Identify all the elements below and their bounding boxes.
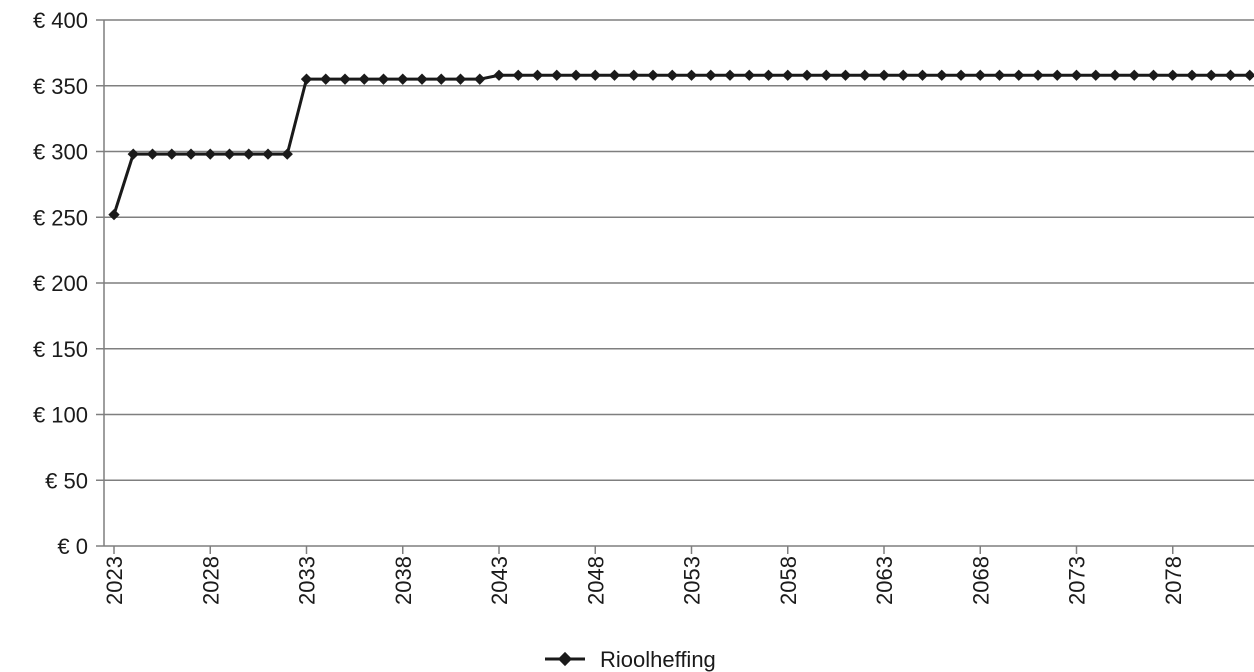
x-tick-label: 2078 xyxy=(1161,556,1186,605)
data-point xyxy=(647,69,659,81)
data-point xyxy=(320,73,332,85)
data-point xyxy=(397,73,409,85)
data-point xyxy=(993,69,1006,81)
data-point xyxy=(531,69,544,81)
data-point xyxy=(878,69,890,81)
data-point xyxy=(570,69,582,81)
data-point xyxy=(474,73,486,85)
data-point xyxy=(839,69,852,81)
data-point xyxy=(108,208,120,221)
data-point xyxy=(859,69,871,81)
data-point xyxy=(416,73,428,85)
y-tick-label: € 150 xyxy=(33,337,88,362)
x-tick-label: 2028 xyxy=(198,556,223,605)
data-point xyxy=(1147,69,1160,81)
legend-label: Rioolheffing xyxy=(600,647,716,672)
x-tick-label: 2053 xyxy=(680,556,705,605)
data-point xyxy=(685,69,698,81)
x-tick-label: 2058 xyxy=(776,556,801,605)
data-point xyxy=(936,69,948,81)
x-tick-label: 2038 xyxy=(391,556,416,605)
x-tick-label: 2023 xyxy=(102,556,127,605)
data-point xyxy=(281,148,293,160)
data-point xyxy=(146,148,159,160)
data-point xyxy=(262,148,274,160)
x-tick-label: 2043 xyxy=(487,556,512,605)
data-point xyxy=(1128,69,1140,81)
data-point xyxy=(1032,69,1044,81)
data-point xyxy=(512,69,524,81)
axes xyxy=(96,19,1254,554)
data-point xyxy=(551,69,563,81)
data-point xyxy=(666,69,678,81)
y-tick-label: € 100 xyxy=(33,403,88,428)
data-point xyxy=(916,69,929,81)
x-axis-tick-labels: 2023 2028 2033 2038 2043 2048 2053 2058 2063 2068… xyxy=(102,556,1186,605)
data-point xyxy=(1167,69,1179,81)
data-point xyxy=(339,73,351,85)
gridlines xyxy=(104,19,1254,481)
data-point xyxy=(166,148,178,160)
data-point xyxy=(589,69,601,81)
data-point xyxy=(1051,69,1063,81)
data-point xyxy=(185,148,197,160)
series-line xyxy=(112,73,1250,216)
data-point xyxy=(1090,69,1102,81)
y-tick-label: € 50 xyxy=(45,468,88,493)
data-point xyxy=(820,69,832,81)
data-point xyxy=(127,148,139,160)
data-point xyxy=(801,69,813,81)
data-point xyxy=(1070,69,1083,81)
data-point xyxy=(204,148,216,160)
data-point xyxy=(377,73,390,85)
data-point xyxy=(897,69,909,81)
data-point xyxy=(1205,69,1217,81)
data-point xyxy=(782,69,794,81)
data-point xyxy=(243,148,255,160)
y-tick-label: € 250 xyxy=(33,205,88,230)
x-tick-label: 2073 xyxy=(1065,556,1090,605)
legend: Rioolheffing xyxy=(545,647,716,672)
data-point xyxy=(1186,69,1198,81)
data-point xyxy=(1224,69,1237,81)
data-point xyxy=(1244,69,1254,81)
data-point xyxy=(743,69,755,81)
data-point xyxy=(628,69,640,81)
y-tick-label: € 200 xyxy=(33,271,88,296)
y-tick-label: € 350 xyxy=(33,74,88,99)
data-point xyxy=(724,69,736,81)
x-tick-label: 2033 xyxy=(295,556,320,605)
data-point xyxy=(358,73,370,85)
legend-marker-swatch xyxy=(557,651,573,667)
x-tick-label: 2048 xyxy=(583,556,608,605)
data-point xyxy=(974,69,986,81)
data-point xyxy=(762,69,775,81)
data-point xyxy=(608,69,621,81)
data-point xyxy=(705,69,717,81)
x-tick-label: 2068 xyxy=(968,556,993,605)
data-point xyxy=(454,73,467,85)
y-tick-label: € 400 xyxy=(33,8,88,33)
data-point xyxy=(1013,69,1025,81)
y-axis-tick-labels: € 0 € 50 € 100 € 150 € 200 € 250 € 300 € 350 € 4… xyxy=(33,8,88,559)
data-point xyxy=(1109,69,1121,81)
data-point xyxy=(493,69,505,81)
series-layer xyxy=(108,69,1254,221)
y-tick-label: € 0 xyxy=(57,534,88,559)
y-tick-label: € 300 xyxy=(33,140,88,165)
data-point xyxy=(435,73,447,85)
x-tick-label: 2063 xyxy=(872,556,897,605)
data-point xyxy=(300,73,313,85)
data-point xyxy=(223,148,236,160)
data-point xyxy=(955,69,967,81)
